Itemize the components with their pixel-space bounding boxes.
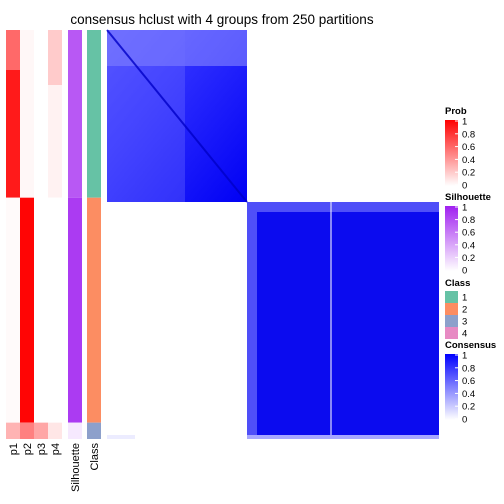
legend-prob-title: Prob: [445, 106, 467, 117]
cell-p4-uncertain-rows: [48, 30, 62, 85]
block-class-3-col-left: [107, 435, 135, 439]
cell-p2-group-1: [20, 30, 34, 198]
legend-tick-label: 1: [462, 203, 467, 214]
cell-p1-group-3: [6, 422, 20, 439]
legend-silhouette-title: Silhouette: [445, 192, 491, 203]
consensus-matrix: [106, 29, 439, 439]
cell-class-group-1: [87, 30, 101, 198]
cell-p1-group-2: [6, 197, 20, 423]
block-class-1-lighter-left: [107, 30, 185, 202]
legend-tick-label: 0.6: [462, 142, 475, 153]
cell-class-group-2: [87, 197, 101, 423]
cell-p3-group-3: [34, 422, 48, 439]
cell-p3-group-1: [34, 30, 48, 198]
legend-silhouette-colorbar: [445, 206, 458, 271]
legend-tick-label: 0.8: [462, 129, 475, 140]
legend-tick-label: 0: [462, 266, 467, 277]
cell-p2-group-3: [20, 422, 34, 439]
legend-tick-label: 0: [462, 415, 467, 426]
cell-p1-uncertain-rows: [6, 30, 20, 70]
legend-tick-label: 0: [462, 181, 467, 192]
legend-class-swatch-2: [445, 303, 458, 315]
legend-tick-label: 0.2: [462, 253, 475, 264]
legend-tick-label: 0.6: [462, 228, 475, 239]
legend-silhouette: Silhouette 10.8 0.60.4 0.2 0: [445, 192, 491, 277]
cell-silhouette-group-2: [68, 197, 82, 423]
legend-tick-label: 0.8: [462, 215, 475, 226]
label-p3: p3: [36, 443, 48, 455]
annotation-columns: [6, 30, 101, 439]
block-class-2-core: [257, 212, 439, 435]
cell-p1-group-1: [6, 30, 20, 198]
chart-title: consensus hclust with 4 groups from 250 …: [70, 12, 373, 27]
label-class: Class: [89, 443, 101, 471]
legend-tick-label: 0.4: [462, 389, 475, 400]
legend-consensus-title: Consensus: [445, 340, 496, 351]
legend-class-swatch-3: [445, 315, 458, 327]
cell-p4-group-2: [48, 197, 62, 423]
block-class-2-edge-left: [247, 202, 257, 435]
legend-tick-label: 0.4: [462, 240, 475, 251]
cell-class-group-3: [87, 422, 101, 439]
cell-silhouette-group-3: [68, 422, 82, 439]
legend-tick-label: 0.6: [462, 376, 475, 387]
legend-class-label-3: 3: [462, 317, 467, 328]
legend-consensus-colorbar: [445, 354, 458, 420]
cell-p3-group-2: [34, 197, 48, 423]
cell-p4-group-3: [48, 422, 62, 439]
legend-class-swatch-1: [445, 291, 458, 303]
label-p2: p2: [22, 443, 34, 455]
legend-consensus: Consensus 10.8 0.6 0.4 0.2 0: [445, 340, 496, 426]
legend-class-label-2: 2: [462, 305, 467, 316]
legend-tick-label: 0.2: [462, 402, 475, 413]
column-labels: p1 p2 p3 p4 Silhouette Class: [8, 443, 101, 492]
legend-tick-label: 0.8: [462, 363, 475, 374]
cell-p2-group-2: [20, 197, 34, 423]
legend-tick-label: 1: [462, 351, 467, 362]
label-p4: p4: [50, 443, 62, 455]
block-class-1-diagonal: [106, 29, 248, 203]
legend-class-swatch-4: [445, 327, 458, 339]
label-p1: p1: [8, 443, 20, 455]
legend-class-label-4: 4: [462, 329, 467, 340]
legend-class-label-1: 1: [462, 293, 467, 304]
legend-class-title: Class: [445, 278, 470, 289]
block-class-3-row: [247, 435, 439, 439]
legend-tick-label: 0.2: [462, 168, 475, 179]
cell-silhouette-group-1: [68, 30, 82, 198]
legend-tick-label: 1: [462, 117, 467, 128]
legend-tick-label: 0.4: [462, 155, 475, 166]
block-class-2-edge-top: [247, 202, 439, 212]
label-silhouette: Silhouette: [70, 443, 82, 492]
legend-prob-colorbar: [445, 120, 458, 186]
legend-prob: Prob 10.8 0.6 0.4 0.2 0: [445, 106, 475, 192]
